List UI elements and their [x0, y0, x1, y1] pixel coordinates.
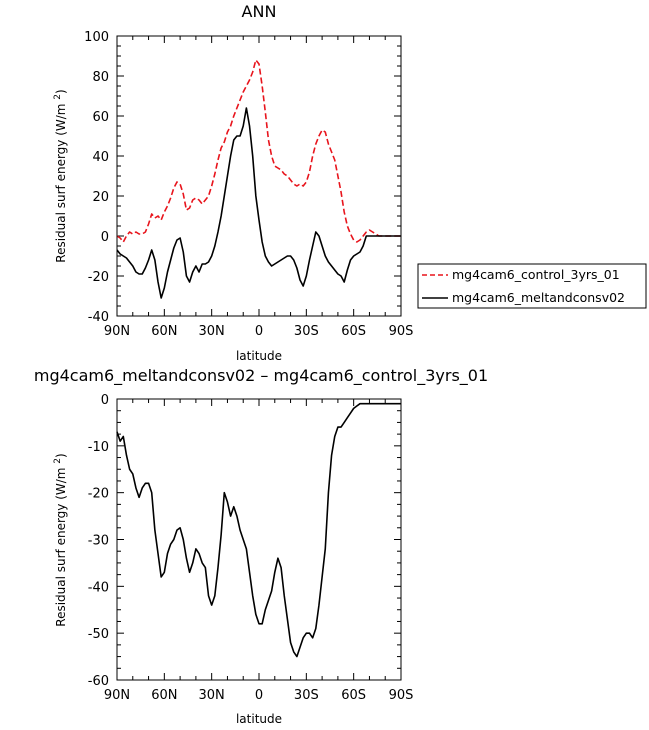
bot-ytick-label-6: 0 [101, 393, 109, 408]
bot-xtick-label-0: 90N [104, 688, 130, 703]
bottom-xlabel: latitude [236, 712, 282, 726]
top-ytick-label-5: 60 [92, 110, 109, 125]
bot-xtick-label-4: 30S [294, 688, 319, 703]
top-ticks [116, 35, 402, 317]
top-xtick-label-4: 30S [294, 324, 319, 339]
top-series-lines [116, 59, 401, 299]
top-series-line-mg4cam6_control_3yrs_01 [116, 59, 401, 243]
bot-xtick-label-6: 90S [389, 688, 414, 703]
bot-ylabel-tail: ) [54, 453, 68, 458]
top-ylabel-tail: ) [54, 89, 68, 94]
bot-series-line-difference [116, 402, 401, 658]
bottom-chart: mg4cam6_meltandconsv02 – mg4cam6_control… [34, 366, 488, 726]
bottom-ylabel-text: Residual surf energy (W/m [54, 468, 68, 627]
bottom-ticks [116, 398, 402, 681]
bot-ytick-label-2: -40 [88, 580, 109, 595]
bottom-plot-frame [116, 398, 402, 681]
top-ylabel-text: Residual surf energy (W/m [54, 104, 68, 263]
top-x-tick-labels: 90N 60N 30N 0 30S 60S 90S [104, 324, 414, 339]
bottom-ylabel: Residual surf energy (W/m 2) [53, 453, 68, 626]
bot-ytick-label-4: -20 [88, 487, 109, 502]
top-plot-frame [116, 35, 402, 317]
top-ytick-label-3: 20 [92, 190, 109, 205]
bot-xtick-label-2: 30N [199, 688, 225, 703]
top-y-tick-labels: -40 -20 0 20 40 60 80 100 [84, 30, 109, 325]
top-ylabel: Residual surf energy (W/m 2) [53, 89, 68, 262]
bottom-series-lines [116, 402, 401, 658]
bot-xtick-label-5: 60S [341, 688, 366, 703]
bot-ytick-label-0: -60 [88, 674, 109, 689]
bot-xtick-label-1: 60N [151, 688, 177, 703]
legend-box [417, 263, 647, 309]
top-ylabel-superscript: 2 [53, 94, 63, 100]
top-xtick-label-1: 60N [151, 324, 177, 339]
top-xlabel: latitude [236, 349, 282, 363]
top-xtick-label-5: 60S [341, 324, 366, 339]
top-series-line-mg4cam6_meltandconsv02 [116, 107, 401, 299]
top-ytick-label-2: 0 [101, 230, 109, 245]
top-xtick-label-0: 90N [104, 324, 130, 339]
legend-label-melt: mg4cam6_meltandconsv02 [452, 290, 625, 305]
top-ytick-label-4: 40 [92, 150, 109, 165]
top-chart-title: ANN [242, 2, 277, 21]
top-ytick-label-6: 80 [92, 70, 109, 85]
top-xtick-label-2: 30N [199, 324, 225, 339]
top-ytick-label-0: -40 [88, 310, 109, 325]
bot-ytick-label-5: -10 [88, 440, 109, 455]
bot-ytick-label-1: -50 [88, 627, 109, 642]
bottom-y-tick-labels: -60 -50 -40 -30 -20 -10 0 [88, 393, 109, 689]
top-xtick-label-3: 0 [255, 324, 263, 339]
top-ytick-label-1: -20 [88, 270, 109, 285]
legend-label-control: mg4cam6_control_3yrs_01 [452, 267, 620, 282]
top-ytick-label-7: 100 [84, 30, 109, 45]
bottom-x-tick-labels: 90N 60N 30N 0 30S 60S 90S [104, 688, 414, 703]
bot-ylabel-superscript: 2 [53, 458, 63, 464]
top-xtick-label-6: 90S [389, 324, 414, 339]
bot-ytick-label-3: -30 [88, 534, 109, 549]
bottom-chart-title: mg4cam6_meltandconsv02 – mg4cam6_control… [34, 366, 488, 386]
bot-xtick-label-3: 0 [255, 688, 263, 703]
legend: mg4cam6_control_3yrs_01 mg4cam6_meltandc… [417, 263, 647, 309]
